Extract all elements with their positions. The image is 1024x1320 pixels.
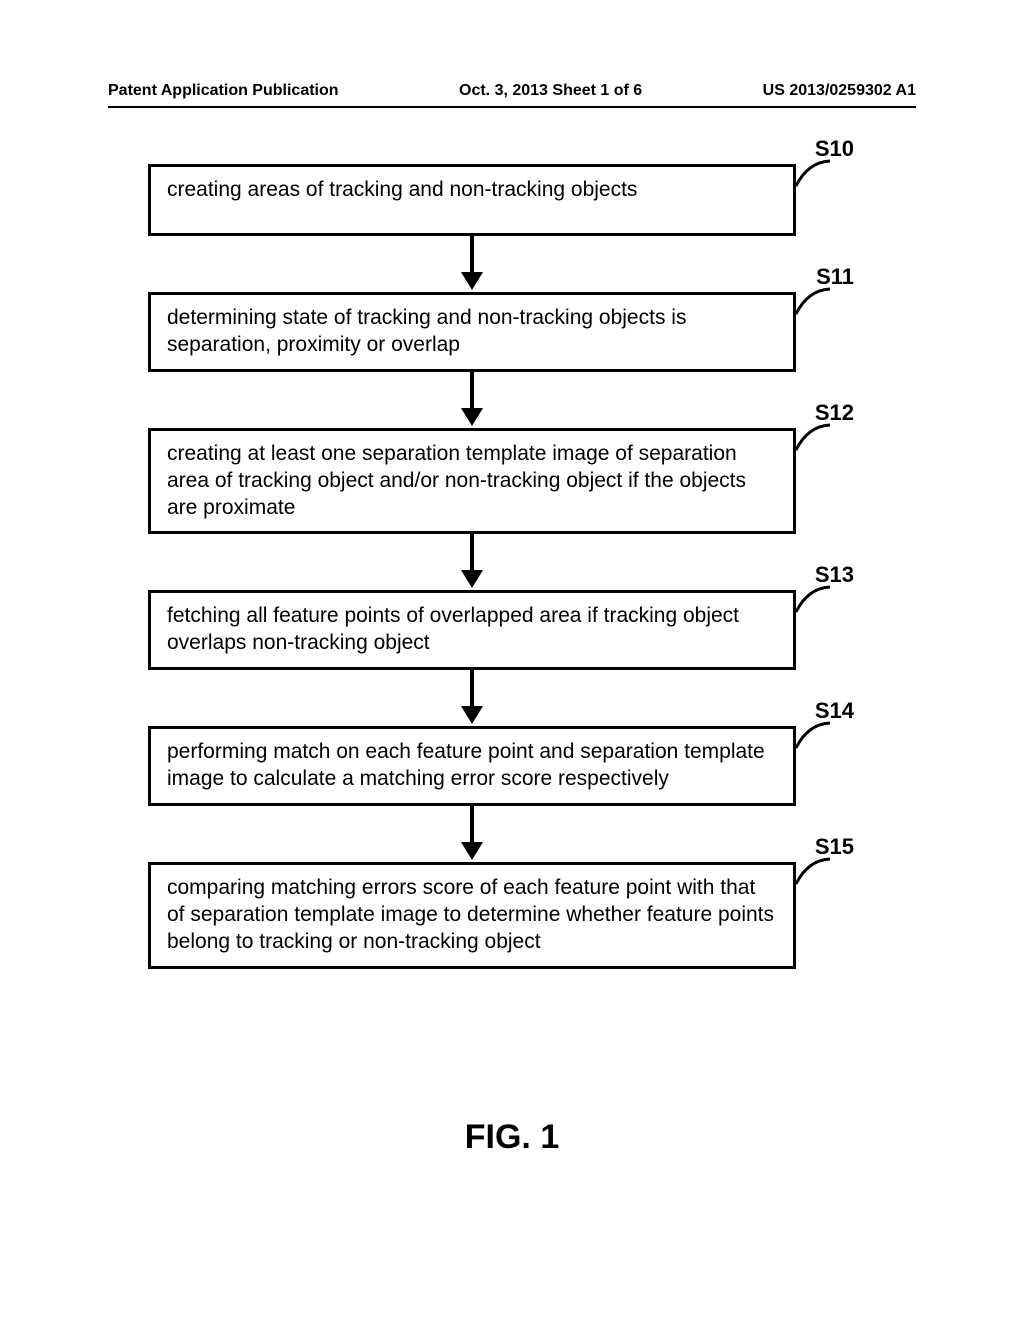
figure-label: FIG. 1 [0,1118,1024,1157]
flow-arrow [148,236,796,292]
page: Patent Application Publication Oct. 3, 2… [0,0,1024,1320]
header-right: US 2013/0259302 A1 [763,82,916,100]
flow-arrow [148,670,796,726]
flow-arrow [148,372,796,428]
flow-arrow [148,534,796,590]
callout-curve [794,422,832,452]
flow-arrow [148,806,796,862]
flow-step: S11determining state of tracking and non… [148,292,796,372]
arrow-head-icon [461,272,483,290]
flow-box: creating at least one separation templat… [148,428,796,535]
callout-curve [794,584,832,614]
callout-curve [794,720,832,750]
header-center: Oct. 3, 2013 Sheet 1 of 6 [459,82,642,100]
arrow-shaft [470,806,474,844]
callout-curve [794,158,832,188]
arrow-head-icon [461,842,483,860]
flow-step: S10creating areas of tracking and non-tr… [148,164,796,236]
arrow-head-icon [461,408,483,426]
header-left: Patent Application Publication [108,82,339,100]
flow-box: comparing matching errors score of each … [148,862,796,969]
arrow-shaft [470,372,474,410]
flow-box: performing match on each feature point a… [148,726,796,806]
arrow-shaft [470,534,474,572]
arrow-shaft [470,236,474,274]
callout-curve [794,286,832,316]
flowchart: S10creating areas of tracking and non-tr… [148,164,796,969]
flow-step: S13fetching all feature points of overla… [148,590,796,670]
flow-box: creating areas of tracking and non-track… [148,164,796,236]
arrow-shaft [470,670,474,708]
flow-box: fetching all feature points of overlappe… [148,590,796,670]
flow-step: S15comparing matching errors score of ea… [148,862,796,969]
header-rule [108,106,916,108]
arrow-head-icon [461,706,483,724]
flow-step: S12creating at least one separation temp… [148,428,796,535]
flow-box: determining state of tracking and non-tr… [148,292,796,372]
flow-step: S14performing match on each feature poin… [148,726,796,806]
page-header: Patent Application Publication Oct. 3, 2… [108,82,916,100]
arrow-head-icon [461,570,483,588]
callout-curve [794,856,832,886]
